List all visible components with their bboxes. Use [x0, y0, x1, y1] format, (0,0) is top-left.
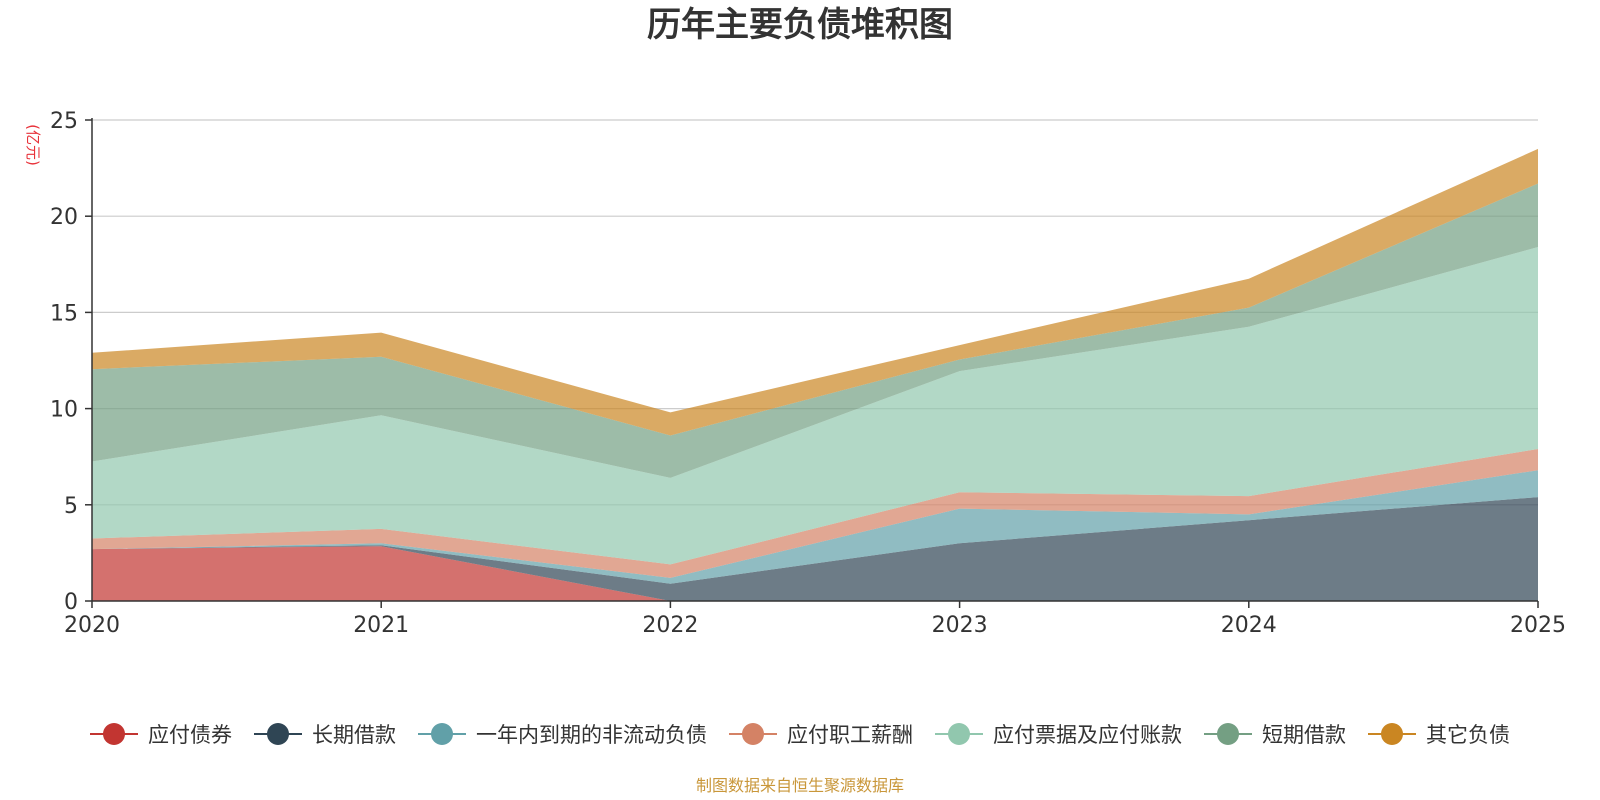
x-tick-label: 2022: [642, 613, 698, 638]
legend-circle-icon: [1381, 723, 1403, 745]
legend-circle-icon: [742, 723, 764, 745]
x-tick-label: 2020: [64, 613, 120, 638]
y-tick-label: 20: [50, 205, 78, 230]
legend-circle-icon: [431, 723, 453, 745]
legend-label: 短期借款: [1262, 723, 1346, 747]
legend-label: 应付职工薪酬: [787, 723, 913, 747]
area-series-3[interactable]: [92, 449, 1538, 578]
legend-circle-icon: [267, 723, 289, 745]
legend-label: 长期借款: [312, 723, 396, 747]
area-series-4[interactable]: [92, 247, 1538, 565]
legend-label: 应付票据及应付账款: [993, 723, 1182, 747]
legend-item[interactable]: 应付职工薪酬: [729, 723, 913, 747]
y-tick-label: 25: [50, 109, 78, 134]
y-tick-label: 10: [50, 398, 78, 423]
stacked-areas: [92, 148, 1538, 601]
y-unit-label: (亿元): [24, 124, 42, 166]
y-tick-label: 5: [64, 494, 78, 519]
area-series-5[interactable]: [92, 183, 1538, 478]
legend-circle-icon: [948, 723, 970, 745]
legend-label: 一年内到期的非流动负债: [476, 723, 707, 747]
legend[interactable]: 应付债券 长期借款 一年内到期的非流动负债 应付职工薪酬 应付票据及应付账款 短期借款 其它…: [90, 723, 1510, 747]
legend-label: 其它负债: [1426, 723, 1510, 747]
x-tick-label: 2024: [1221, 613, 1277, 638]
area-series-6[interactable]: [92, 148, 1538, 436]
legend-item[interactable]: 短期借款: [1204, 723, 1346, 747]
y-tick-label: 15: [50, 301, 78, 326]
x-tick-label: 2025: [1510, 613, 1566, 638]
area-series-2[interactable]: [92, 470, 1538, 584]
legend-item[interactable]: 应付票据及应付账款: [935, 723, 1182, 747]
source-note: 制图数据来自恒生聚源数据库: [696, 776, 904, 795]
legend-label: 应付债券: [148, 723, 232, 747]
legend-item[interactable]: 长期借款: [254, 723, 396, 747]
chart-title: 历年主要负债堆积图: [647, 5, 953, 45]
legend-circle-icon: [103, 723, 125, 745]
legend-item[interactable]: 其它负债: [1368, 723, 1510, 747]
legend-item[interactable]: 一年内到期的非流动负债: [418, 723, 707, 747]
legend-circle-icon: [1217, 723, 1239, 745]
legend-item[interactable]: 应付债券: [90, 723, 232, 747]
x-tick-label: 2023: [932, 613, 988, 638]
area-series-1[interactable]: [92, 497, 1538, 601]
x-tick-label: 2021: [353, 613, 409, 638]
area-series-0[interactable]: [92, 546, 1538, 601]
y-tick-label: 0: [64, 590, 78, 615]
